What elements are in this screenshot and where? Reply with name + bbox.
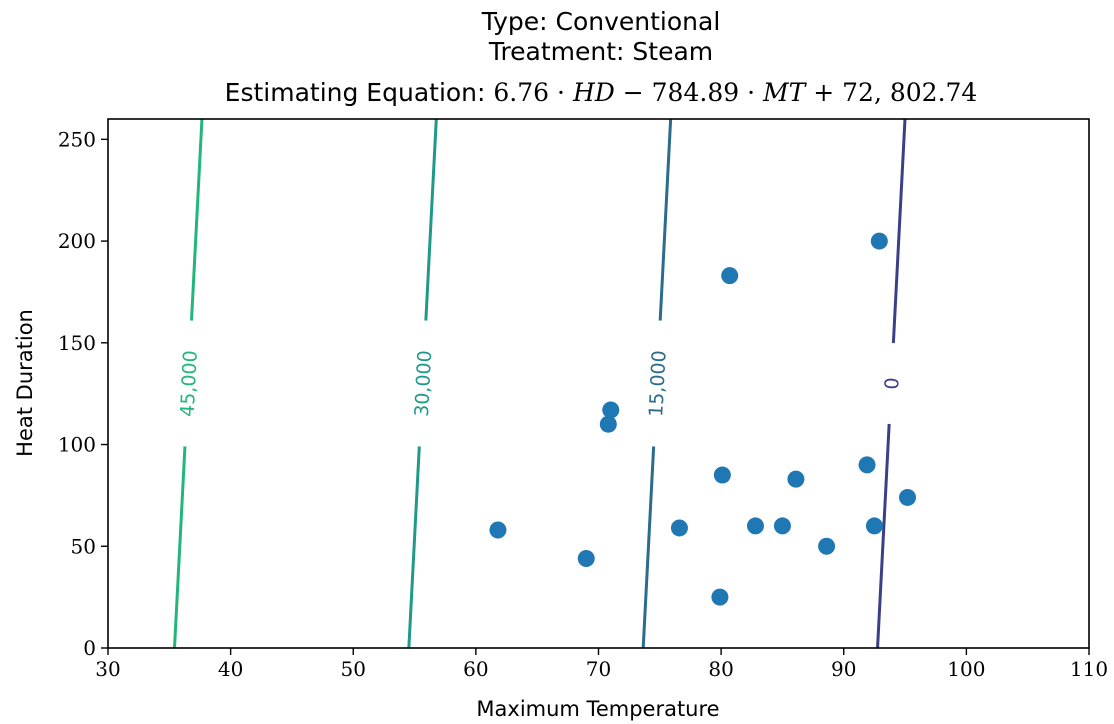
contour-label: 30,000: [411, 350, 436, 418]
x-tick-label: 70: [586, 657, 611, 681]
contour-line-15000: [641, 446, 656, 649]
contour-line-30000: [424, 118, 438, 321]
x-tick-label: 100: [947, 657, 985, 681]
contour-line-45000: [172, 446, 187, 649]
scatter-point: [870, 232, 888, 250]
x-tick-label: 80: [708, 657, 733, 681]
x-axis-ticks: 30 40 50 60 70 80 90 100 110: [95, 648, 1108, 681]
x-tick-label: 60: [463, 657, 488, 681]
scatter-point: [711, 588, 729, 606]
scatter-point: [773, 517, 791, 535]
x-tick-label: 110: [1070, 657, 1108, 681]
chart-title-treatment: Treatment: Steam: [488, 37, 713, 66]
scatter-point: [818, 537, 836, 555]
scatter-point: [577, 549, 595, 567]
y-tick-label: 0: [83, 636, 96, 660]
contour-line-0: [876, 423, 891, 649]
scatter-point: [858, 456, 876, 474]
y-axis-ticks: 0 50 100 150 200 250: [58, 127, 108, 660]
scatter-points: [489, 232, 917, 606]
scatter-point: [599, 415, 617, 433]
contour-line-15000: [658, 118, 673, 321]
contour-line-30000: [407, 446, 421, 649]
scatter-point: [865, 517, 883, 535]
scatter-point: [721, 267, 739, 285]
contour-line-45000: [189, 118, 204, 321]
contour-line-0: [891, 118, 907, 344]
scatter-point: [489, 521, 507, 539]
contour-label: 15,000: [645, 350, 670, 418]
y-tick-label: 250: [58, 127, 96, 151]
x-tick-label: 40: [218, 657, 243, 681]
chart-title-type: Type: Conventional: [481, 7, 721, 36]
scatter-point: [899, 488, 917, 506]
scatter-point: [602, 401, 620, 419]
y-tick-label: 100: [58, 433, 96, 457]
y-axis-label: Heat Duration: [13, 309, 37, 457]
scatter-point: [670, 519, 688, 537]
contour-label: 0: [881, 377, 904, 390]
scatter-point: [746, 517, 764, 535]
x-axis-label: Maximum Temperature: [476, 697, 719, 721]
contour-label: 45,000: [177, 350, 202, 418]
y-tick-label: 200: [58, 229, 96, 253]
contour-lines: 45,000 30,000 15,000 0: [172, 118, 907, 649]
x-tick-label: 90: [831, 657, 856, 681]
plot-frame: [107, 118, 1090, 649]
x-tick-label: 50: [341, 657, 366, 681]
x-tick-label: 30: [95, 657, 120, 681]
y-tick-label: 150: [58, 331, 96, 355]
chart-title-equation: Estimating Equation: 6.76 · HD − 784.89 …: [225, 78, 978, 107]
scatter-point: [713, 466, 731, 484]
y-tick-label: 50: [71, 534, 96, 558]
scatter-point: [787, 470, 805, 488]
